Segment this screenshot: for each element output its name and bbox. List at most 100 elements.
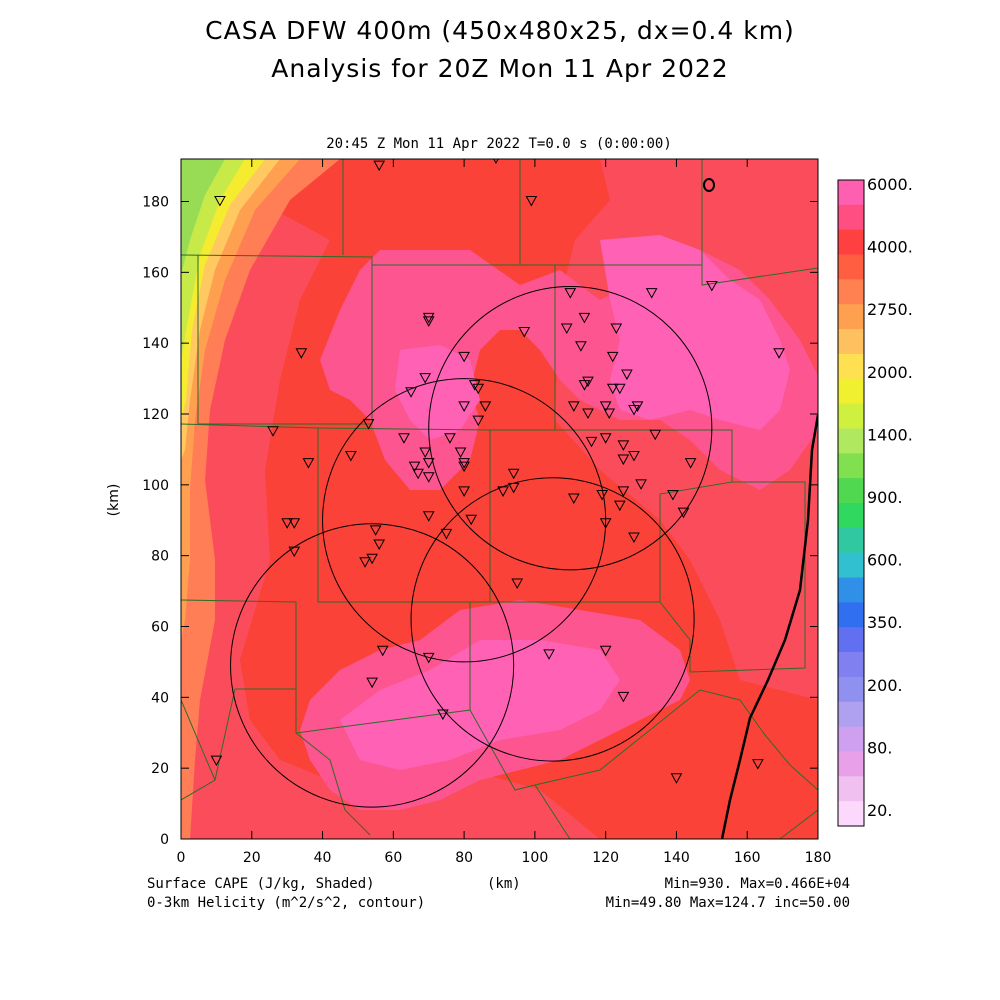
y-tick-label: 180 (142, 195, 169, 211)
station-marker (210, 755, 223, 767)
station-marker (645, 288, 658, 299)
radar-range-circle (410, 477, 695, 762)
radar-range-circle (322, 378, 607, 663)
station-marker (419, 447, 432, 458)
station-marker (631, 401, 644, 412)
station-marker (419, 373, 432, 384)
colorbar-swatch (838, 527, 864, 554)
station-marker (398, 433, 410, 444)
radar-circles (230, 286, 713, 808)
cape-max-central (395, 345, 480, 440)
station-marker (610, 323, 623, 335)
station-marker (613, 383, 626, 395)
station-marker (458, 458, 470, 469)
y-tick-label: 80 (151, 549, 169, 565)
x-tick-label: 20 (243, 850, 261, 866)
station-marker (599, 433, 612, 444)
station-marker (511, 578, 524, 590)
colorbar-swatch (838, 801, 864, 827)
station-marker (359, 557, 371, 568)
station-marker (606, 383, 619, 395)
colorbar-label: 6000. (867, 175, 913, 194)
station-marker (479, 401, 492, 412)
station-marker (507, 468, 520, 480)
station-marker (543, 649, 555, 660)
station-marker (603, 408, 616, 420)
station-marker (628, 532, 640, 543)
station-marker (444, 433, 456, 444)
station-marker (507, 482, 520, 494)
colorbar-frame (837, 179, 865, 827)
colorbar-label: 350. (867, 613, 903, 632)
y-tick-label: 160 (142, 265, 169, 281)
county-lines (181, 159, 818, 839)
colorbar-swatch (838, 503, 864, 529)
colorbar-swatch (838, 254, 864, 280)
cape-west-orange (181, 159, 340, 839)
helicity-contour-closed (703, 178, 715, 192)
cape-max-east (600, 235, 790, 430)
station-marker (599, 401, 612, 412)
station-marker (582, 376, 594, 388)
station-marker (564, 288, 577, 299)
x-tick-label: 60 (384, 850, 402, 866)
colorbar: 6000. 4000. 2750. 2000. 1400. 900. 600. 350. 200… (837, 175, 913, 827)
colorbar-label: 1400. (867, 425, 913, 444)
station-marker (621, 369, 633, 381)
colorbar-swatch (838, 552, 864, 579)
colorbar-swatch (838, 229, 864, 256)
station-marker (408, 461, 421, 473)
station-marker (773, 348, 785, 359)
colorbar-swatch (838, 353, 864, 380)
colorbar-swatch (838, 478, 864, 504)
station-marker (458, 461, 470, 473)
colorbar-label: 200. (867, 676, 903, 695)
axes: 0 20 40 60 80 100 120 140 160 180 0 20 40 60 80 100 120 1… (142, 159, 831, 866)
station-marker (578, 312, 591, 324)
colorbar-label: 2750. (867, 300, 913, 319)
station-marker (437, 709, 449, 721)
station-marker (617, 486, 630, 497)
colorbar-label: 2000. (867, 363, 913, 382)
county-line (469, 709, 571, 839)
county-line (489, 430, 733, 603)
cape-shading (181, 159, 818, 839)
station-marker (369, 525, 382, 536)
station-marker (454, 447, 467, 458)
station-marker (596, 489, 608, 501)
station-marker (412, 468, 424, 480)
x-tick-label: 40 (314, 850, 332, 866)
county-line (659, 601, 691, 672)
chart-title: CASA DFW 400m (450x480x25, dx=0.4 km) (205, 16, 795, 45)
station-marker (582, 408, 594, 420)
colorbar-swatch (838, 602, 864, 628)
colorbar-swatch (838, 751, 864, 777)
cape-max-south (340, 640, 620, 770)
station-marker (670, 773, 683, 784)
station-marker (472, 383, 485, 395)
county-line (317, 428, 490, 603)
station-marker (575, 341, 587, 352)
chart-subtitle: Analysis for 20Z Mon 11 Apr 2022 (271, 54, 729, 83)
colorbar-label: 20. (867, 801, 892, 820)
colorbar-label: 900. (867, 488, 903, 507)
station-marker (288, 546, 301, 558)
x-tick-label: 0 (177, 850, 186, 866)
colorbar-swatch (838, 304, 864, 330)
station-marker (705, 281, 718, 292)
station-marker (422, 652, 435, 664)
county-line (181, 599, 297, 801)
y-tick-label: 140 (142, 336, 169, 352)
x-tick-label: 140 (663, 850, 690, 866)
plot-frame (180, 158, 819, 840)
colorbar-label: 80. (867, 738, 892, 757)
station-marker (458, 486, 470, 497)
station-marker (617, 440, 630, 451)
station-marker (684, 458, 697, 469)
colorbar-swatch (838, 204, 864, 231)
station-marker (362, 419, 375, 430)
colorbar-swatch (838, 279, 864, 305)
station-marker (578, 380, 591, 391)
colorbar-swatch (838, 180, 864, 206)
panel-title: 20:45 Z Mon 11 Apr 2022 T=0.0 s (0:00:00… (326, 136, 672, 152)
